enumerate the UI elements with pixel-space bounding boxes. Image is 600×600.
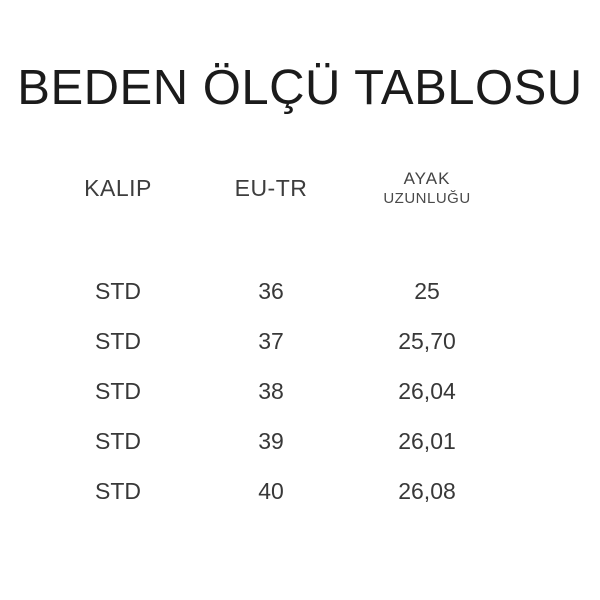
cell-kalip: STD bbox=[95, 427, 141, 454]
cell-eu-tr: 40 bbox=[258, 477, 284, 504]
table-row: STD 38 26,04 bbox=[40, 366, 560, 416]
cell-eu-tr: 39 bbox=[258, 427, 284, 454]
cell-ayak-uzunlugu: 26,04 bbox=[398, 377, 456, 404]
page-title: BEDEN ÖLÇÜ TABLOSU bbox=[17, 61, 583, 115]
column-header-ayak-uzunlugu: AYAK UZUNLUĞU bbox=[346, 168, 508, 209]
table-body: STD 36 25 STD 37 25,70 STD 38 26,04 STD … bbox=[40, 266, 560, 516]
cell-kalip: STD bbox=[95, 327, 141, 354]
cell-ayak-uzunlugu: 26,08 bbox=[398, 477, 456, 504]
cell-ayak-uzunlugu: 25,70 bbox=[398, 327, 456, 354]
cell-ayak-uzunlugu: 25 bbox=[414, 277, 440, 304]
size-table: KALIP EU-TR AYAK UZUNLUĞU STD 36 25 STD … bbox=[40, 160, 560, 516]
cell-eu-tr: 38 bbox=[258, 377, 284, 404]
table-row: STD 40 26,08 bbox=[40, 466, 560, 516]
table-header-row: KALIP EU-TR AYAK UZUNLUĞU bbox=[40, 160, 560, 216]
column-header-kalip: KALIP bbox=[84, 174, 152, 201]
cell-eu-tr: 37 bbox=[258, 327, 284, 354]
cell-kalip: STD bbox=[95, 477, 141, 504]
table-row: STD 39 26,01 bbox=[40, 416, 560, 466]
cell-kalip: STD bbox=[95, 377, 141, 404]
cell-kalip: STD bbox=[95, 277, 141, 304]
table-row: STD 36 25 bbox=[40, 266, 560, 316]
ayak-header-line-1: AYAK bbox=[403, 168, 451, 188]
cell-eu-tr: 36 bbox=[258, 277, 284, 304]
ayak-header-line-2: UZUNLUĞU bbox=[383, 190, 471, 208]
table-row: STD 37 25,70 bbox=[40, 316, 560, 366]
column-header-eu-tr: EU-TR bbox=[234, 174, 308, 201]
cell-ayak-uzunlugu: 26,01 bbox=[398, 427, 456, 454]
